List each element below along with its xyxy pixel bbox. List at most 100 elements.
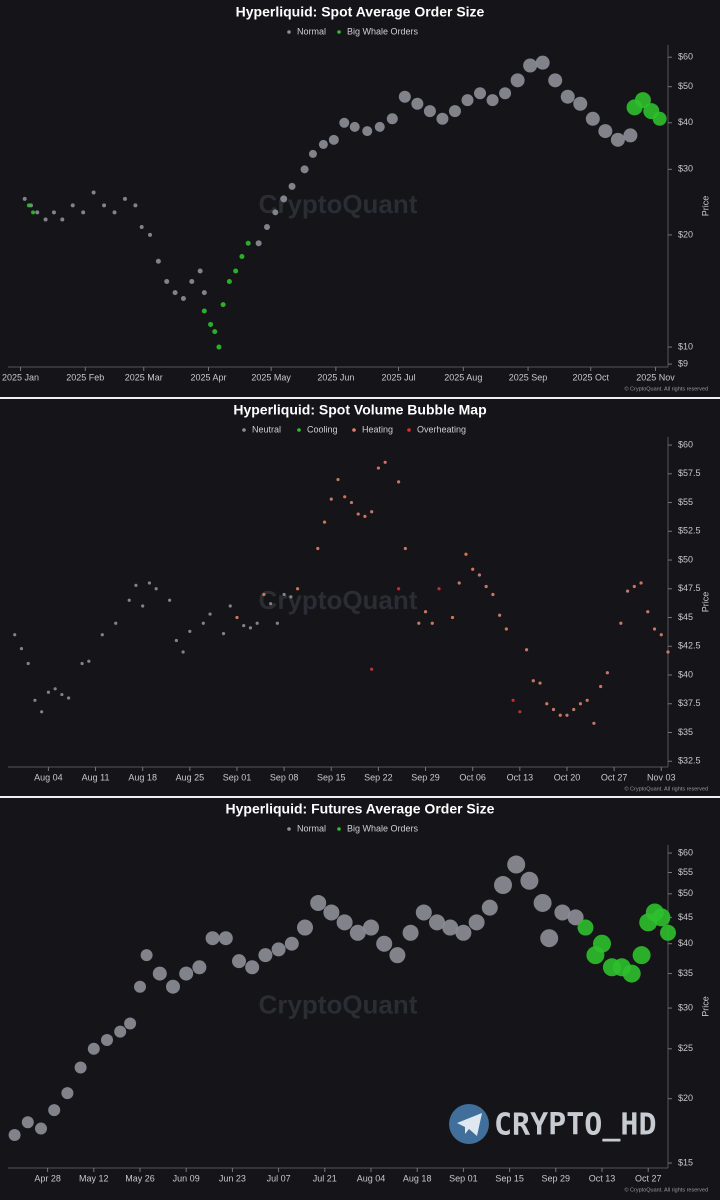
point [155, 258, 161, 264]
point [51, 210, 56, 215]
point [323, 904, 340, 921]
point [295, 587, 300, 591]
point [417, 621, 421, 625]
y-tick-label: $30 [678, 1002, 693, 1012]
y-tick-label: $40 [678, 938, 693, 948]
x-tick-label: 2025 Apr [190, 372, 226, 382]
point [548, 73, 563, 88]
point [511, 698, 515, 702]
x-tick-label: Nov 03 [647, 772, 676, 782]
x-tick-label: Oct 06 [459, 772, 486, 782]
point [70, 203, 75, 208]
watermark: CryptoQuant [259, 989, 418, 1019]
point [639, 581, 643, 585]
chart-title: Hyperliquid: Spot Average Order Size [236, 4, 485, 20]
point [112, 210, 117, 215]
y-tick-label: $35 [678, 968, 693, 978]
point [134, 583, 138, 587]
point [328, 134, 339, 145]
point [567, 909, 584, 926]
point [60, 692, 64, 697]
point [141, 604, 145, 608]
x-tick-label: Sep 01 [223, 772, 252, 782]
point [13, 633, 17, 637]
point [127, 598, 131, 602]
point [289, 595, 293, 599]
point [154, 587, 158, 591]
point [208, 321, 214, 327]
point [212, 329, 218, 335]
point [102, 203, 107, 208]
point [593, 934, 611, 953]
point [356, 512, 360, 516]
point [288, 182, 296, 190]
x-tick-label: Jul 07 [267, 1173, 291, 1183]
y-tick-label: $50 [678, 888, 693, 898]
point [74, 1061, 87, 1074]
point [221, 632, 226, 636]
point [585, 111, 600, 126]
point [389, 947, 406, 964]
legend-marker [242, 428, 246, 432]
legend-marker [337, 30, 341, 34]
point [471, 567, 475, 571]
point [179, 966, 194, 981]
y-tick-label: $35 [678, 727, 693, 737]
x-tick-label: May 26 [125, 1173, 155, 1183]
point [233, 268, 239, 274]
point [457, 581, 461, 585]
point [172, 290, 178, 296]
point [524, 648, 529, 652]
x-tick-label: Oct 13 [589, 1173, 616, 1183]
y-tick-label: $20 [678, 229, 693, 239]
x-tick-label: Oct 27 [601, 772, 628, 782]
point [632, 584, 636, 589]
point [625, 589, 630, 593]
y-tick-label: $60 [678, 52, 693, 62]
point [551, 707, 556, 712]
point [461, 94, 474, 107]
point [258, 948, 273, 963]
chart-title: Hyperliquid: Spot Volume Bubble Map [233, 402, 486, 418]
point [245, 240, 251, 246]
point [397, 587, 401, 591]
point [558, 713, 562, 717]
series-points [22, 55, 638, 302]
point [491, 592, 495, 597]
legend-label: Big Whale Orders [347, 26, 419, 36]
point [622, 964, 641, 983]
point [26, 661, 30, 666]
point [53, 687, 57, 691]
point [646, 610, 650, 614]
point [499, 87, 512, 100]
y-tick-label: $60 [678, 847, 693, 857]
point [585, 698, 589, 702]
point [339, 117, 350, 128]
series-points [235, 460, 670, 725]
x-tick-label: 2025 Feb [66, 372, 104, 382]
point [455, 924, 472, 941]
point [578, 702, 583, 706]
y-tick-label: $32.5 [678, 756, 701, 766]
point [504, 627, 508, 631]
point [147, 581, 152, 585]
y-tick-label: $50 [678, 554, 693, 564]
legend-marker [352, 428, 356, 432]
point [415, 904, 432, 921]
point [134, 980, 146, 993]
y-tick-label: $15 [678, 1157, 693, 1167]
point [349, 500, 354, 505]
point [114, 1025, 127, 1038]
point [101, 1034, 113, 1047]
point [297, 919, 313, 936]
point [33, 698, 37, 702]
x-tick-label: May 12 [79, 1173, 109, 1183]
point [201, 290, 207, 296]
copyright: © CryptoQuant. All rights reserved [624, 1186, 708, 1193]
point [124, 1017, 137, 1030]
point [623, 128, 638, 143]
point [448, 105, 461, 118]
point [484, 584, 488, 589]
